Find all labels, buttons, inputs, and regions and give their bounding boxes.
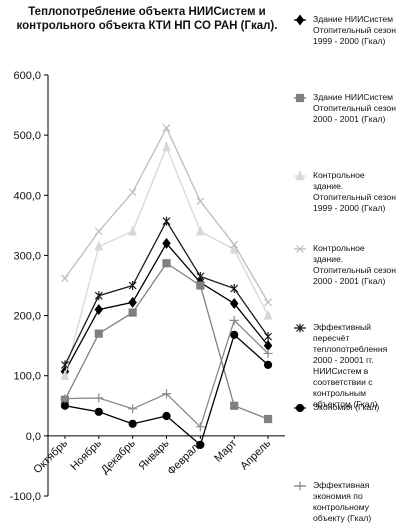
legend-key [294,481,306,491]
point [128,404,138,414]
point [128,225,138,236]
point [263,414,273,424]
point [60,394,70,404]
y-tick-label: 200,0 [13,311,41,323]
point [162,216,171,226]
point [295,14,305,26]
point [128,296,137,308]
point [229,315,239,325]
legend-key [294,323,306,333]
point [295,481,305,491]
point [230,240,239,249]
x-tick-label: Апрель [238,437,273,472]
legend-key [294,14,306,26]
point [195,422,205,432]
y-tick-label: 600,0 [13,70,41,82]
chart-title: Теплопотребление объекта НИИСистем и кон… [16,6,278,32]
point [196,271,205,281]
point [94,329,103,338]
legend-label: Экономия (Гкал) [313,402,380,412]
x-tick-label: Декабрь [99,437,138,476]
point [264,332,272,342]
point [296,323,304,333]
point [162,237,171,249]
point [263,360,273,369]
point [162,389,171,399]
legend-key [294,245,306,253]
point [195,225,205,236]
point [162,259,171,268]
point [162,124,171,132]
legend-key [294,403,306,413]
point [128,188,137,197]
point [60,369,70,380]
point [61,360,69,370]
y-tick-label: 500,0 [13,130,41,142]
point [264,298,272,307]
point [296,245,304,253]
point [295,170,305,181]
legend-label: Здание НИИСистем Отопительный сезон 1999… [313,14,396,46]
y-tick-label: 100,0 [13,371,41,383]
point [230,401,239,410]
point [295,403,305,413]
y-tick-label: 0,0 [26,431,41,443]
x-tick-label: Октябрь [31,437,70,476]
legend-key [294,170,306,181]
point [229,298,239,310]
point [128,281,137,290]
y-tick-label: 400,0 [13,190,41,202]
legend-label: Контрольное здание. Отопительный сезон 1… [313,170,396,213]
point [60,401,70,410]
legend-label: Контрольное здание. Отопительный сезон 2… [313,243,396,286]
x-tick-label: Март [212,437,239,464]
point [94,304,104,316]
series-line [64,126,269,303]
point [230,284,239,294]
point [196,281,205,290]
point [196,440,205,449]
y-tick-label: 300,0 [13,250,41,262]
point [196,197,205,206]
legend-label: Эффективный пересчёт теплопотреблення 20… [313,322,388,409]
point [263,309,273,320]
point [162,141,171,152]
point [229,243,239,254]
point [94,291,103,301]
point [128,419,137,428]
legend-label: Здание НИИСистем Отопительный сезон 2000… [313,92,396,124]
y-tick-label: -100,0 [10,491,41,503]
point [94,240,104,251]
point [295,93,305,103]
point [61,274,69,283]
point [230,330,239,339]
legend-key [294,93,306,103]
point [263,348,273,358]
legend-label: Эффективная экономия по контрольному объ… [313,480,372,523]
point [94,407,103,416]
point [162,411,171,421]
point [94,227,103,236]
point [94,393,104,403]
point [128,308,137,317]
